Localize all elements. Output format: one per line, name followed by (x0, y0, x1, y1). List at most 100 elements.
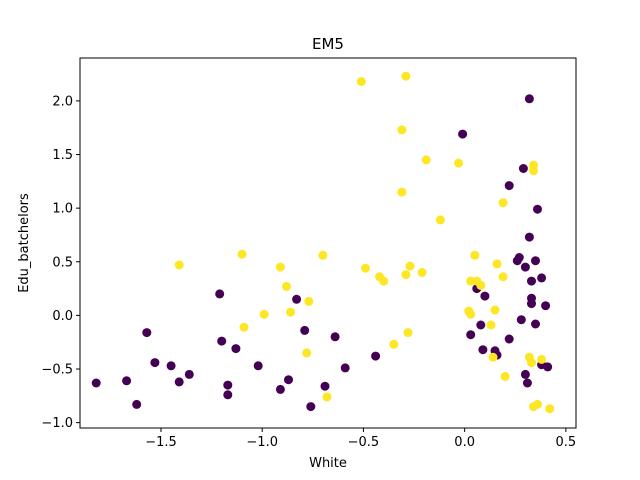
scatter-point (174, 260, 184, 270)
scatter-point (545, 404, 555, 414)
scatter-point (150, 358, 160, 368)
scatter-point (435, 215, 445, 225)
scatter-point (304, 296, 314, 306)
scatter-point (405, 261, 415, 271)
scatter-point (492, 259, 502, 269)
scatter-point (480, 291, 490, 301)
x-tick-label: −1.0 (246, 435, 278, 450)
scatter-point (166, 361, 176, 371)
scatter-point (320, 381, 330, 391)
scatter-point (275, 262, 285, 272)
scatter-point (259, 309, 269, 319)
scatter-point (476, 320, 486, 330)
y-tick-label: 0.5 (52, 255, 73, 270)
scatter-point (142, 328, 152, 338)
y-tick-label: 2.0 (52, 94, 73, 109)
scatter-point (529, 166, 538, 176)
scatter-point (500, 372, 510, 381)
scatter-point (488, 352, 498, 362)
scatter-point (516, 315, 526, 325)
scatter-point (174, 377, 184, 387)
x-tick-label: 0.0 (454, 435, 475, 450)
scatter-point (91, 378, 101, 388)
scatter-point (292, 294, 302, 304)
scatter-point (322, 392, 332, 402)
scatter-point (466, 330, 476, 340)
y-tick-label: 1.0 (52, 202, 73, 217)
scatter-point (417, 268, 427, 277)
scatter-point (282, 281, 291, 291)
x-tick-label: 0.5 (556, 435, 577, 450)
scatter-point (421, 155, 431, 165)
x-tick-label: −0.5 (348, 435, 380, 450)
scatter-point (306, 402, 316, 412)
scatter-point (397, 187, 407, 197)
scatter-point (478, 345, 488, 355)
scatter-point (458, 129, 468, 139)
scatter-point (498, 272, 508, 282)
plot-area (80, 58, 576, 428)
scatter-point (533, 399, 542, 409)
scatter-point (527, 299, 536, 309)
scatter-point (522, 378, 532, 388)
scatter-point (184, 369, 194, 379)
scatter-point (531, 256, 540, 266)
y-tick-label: 0.0 (52, 309, 73, 324)
scatter-point (403, 328, 413, 338)
scatter-point (401, 270, 411, 280)
scatter-point (454, 158, 464, 168)
scatter-point (132, 399, 142, 409)
x-tick-label: −1.5 (145, 435, 177, 450)
scatter-point (122, 376, 132, 386)
scatter-point (541, 301, 551, 311)
y-tick-label: 1.5 (52, 148, 73, 163)
y-axis-label: Edu_batchelors (17, 193, 32, 293)
scatter-point (504, 181, 514, 191)
scatter-point (476, 280, 486, 290)
scatter-point (520, 262, 530, 272)
scatter-point (300, 325, 310, 335)
axes-frame (79, 57, 577, 429)
scatter-point (531, 319, 540, 329)
chart-title: EM5 (312, 35, 344, 53)
scatter-point (470, 250, 480, 260)
y-axis-ticks: −1.0 −0.5 0.0 0.5 1.0 1.5 2.0 (41, 94, 80, 431)
scatter-point (237, 249, 247, 259)
scatter-point (498, 198, 508, 208)
scatter-point (389, 339, 399, 349)
scatter-point (527, 276, 536, 286)
points-layer (91, 71, 555, 414)
scatter-point (371, 351, 381, 361)
scatter-point (543, 362, 553, 372)
scatter-point (318, 250, 328, 260)
scatter-point (231, 344, 241, 354)
scatter-point (514, 253, 524, 262)
scatter-point (504, 334, 514, 344)
scatter-point (401, 71, 411, 81)
scatter-point (217, 336, 227, 346)
scatter-point (223, 380, 233, 390)
y-tick-label: −0.5 (41, 363, 73, 378)
scatter-point (379, 276, 389, 286)
scatter-point (486, 320, 496, 330)
scatter-point (524, 232, 534, 242)
scatter-point (302, 348, 312, 358)
scatter-point (284, 375, 293, 385)
y-tick-label: −1.0 (41, 416, 73, 431)
scatter-point (537, 354, 547, 364)
scatter-point (275, 384, 285, 394)
scatter-point (533, 204, 542, 214)
scatter-point (520, 369, 530, 379)
scatter-point (215, 289, 225, 299)
scatter-point (253, 361, 263, 371)
scatter-point (356, 77, 366, 87)
scatter-point (466, 309, 476, 319)
scatter-point (527, 358, 536, 368)
scatter-point (330, 332, 340, 342)
scatter-point (518, 164, 528, 173)
scatter-point (223, 390, 233, 400)
scatter-point (239, 322, 249, 332)
scatter-point (361, 263, 370, 273)
scatter-point (490, 305, 500, 315)
